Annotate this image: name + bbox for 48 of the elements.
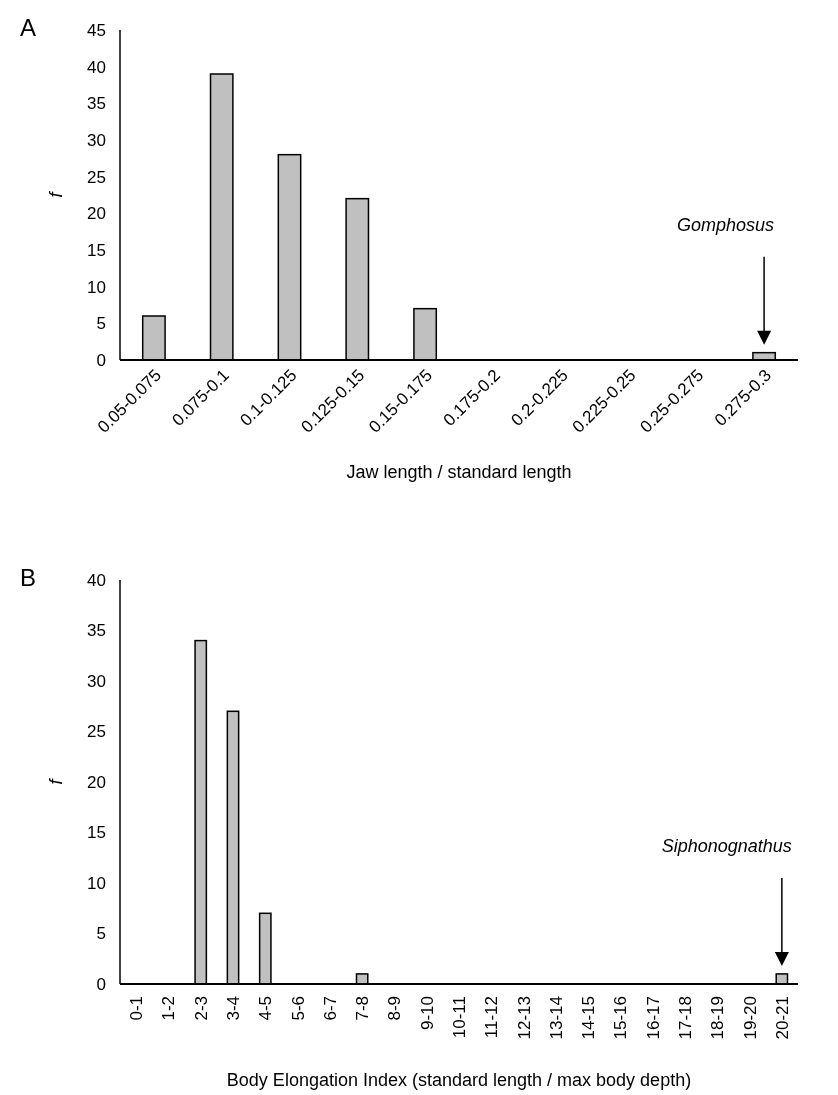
y-tick-label: 15 [87, 240, 106, 260]
annotation: Gomphosus [677, 214, 775, 235]
y-tick-label: 35 [87, 94, 106, 114]
y-tick-label: 45 [87, 20, 106, 40]
x-tick-label: 1-2 [159, 996, 179, 1021]
y-tick-label: 30 [87, 130, 106, 150]
x-tick-label: 12-13 [514, 996, 534, 1040]
x-tick-label: 13-14 [546, 996, 566, 1040]
x-tick-label: 4-5 [256, 996, 276, 1021]
x-tick-label: 8-9 [385, 996, 405, 1021]
annotation: Siphonognathus [661, 835, 792, 856]
y-tick-label: 0 [96, 974, 106, 994]
x-tick-label: 15-16 [611, 996, 631, 1040]
x-axis-title: Body Elongation Index (standard length / max body depth) [226, 1070, 692, 1090]
x-tick-label: 3-4 [224, 996, 243, 1021]
x-tick-label: 18-19 [708, 996, 728, 1040]
x-tick-label: 16-17 [643, 996, 663, 1040]
x-tick-label: 11-12 [482, 996, 502, 1039]
x-tick-label: 5-6 [288, 996, 308, 1021]
y-tick-label: 5 [96, 314, 106, 334]
x-tick-label: 7-8 [353, 996, 373, 1021]
x-tick-label: 0-1 [127, 996, 147, 1021]
y-axis-title: f [46, 190, 66, 198]
y-tick-label: 40 [87, 57, 106, 77]
y-tick-label: 40 [87, 570, 106, 590]
x-tick-label: 20-21 [772, 996, 792, 1040]
y-tick-label: 20 [87, 772, 106, 792]
chart-title: B [20, 564, 37, 591]
x-tick-label: 2-3 [191, 996, 211, 1021]
x-tick-label: 9-10 [417, 996, 437, 1031]
y-tick-label: 10 [87, 873, 106, 893]
y-tick-label: 25 [87, 167, 106, 187]
y-tick-label: 0 [96, 350, 106, 370]
y-tick-label: 15 [87, 823, 106, 843]
x-tick-label: 19-20 [740, 996, 760, 1040]
y-tick-label: 20 [87, 204, 106, 224]
y-axis-title: f [46, 777, 66, 785]
y-tick-label: 35 [87, 621, 106, 641]
x-tick-label: 17-18 [676, 996, 695, 1040]
x-tick-label: 6-7 [320, 996, 340, 1021]
chart-title: A [20, 14, 37, 41]
y-tick-label: 5 [96, 924, 106, 944]
y-tick-label: 10 [87, 277, 106, 297]
x-tick-label: 14-15 [579, 996, 599, 1040]
x-axis-title: Jaw length / standard length [346, 462, 572, 482]
x-tick-label: 10-11 [450, 996, 469, 1039]
y-tick-label: 30 [87, 671, 106, 691]
y-tick-label: 25 [87, 722, 106, 742]
